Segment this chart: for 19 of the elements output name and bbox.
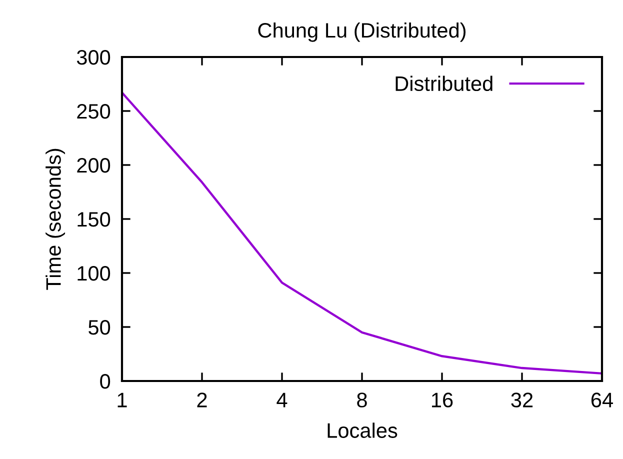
y-tick-label: 300 <box>76 50 110 65</box>
y-tick-label: 0 <box>100 374 110 389</box>
legend-label: Distributed <box>396 76 492 92</box>
x-axis-title: Locales <box>328 422 398 438</box>
line-series <box>122 92 602 375</box>
x-tick-label: 64 <box>591 392 613 408</box>
y-axis-title: Time (seconds) <box>46 148 66 290</box>
y-tick-label: 200 <box>77 158 110 173</box>
y-tick-label: 250 <box>77 104 110 119</box>
y-tick-label: 150 <box>78 212 110 227</box>
x-tick-label: 4 <box>276 392 288 408</box>
x-tick-label: 1 <box>118 392 127 408</box>
x-tick-label: 2 <box>197 392 207 408</box>
chart-title: Chung Lu (Distributed) <box>258 22 466 42</box>
x-tick-label: 32 <box>511 392 533 408</box>
y-tick-label: 50 <box>88 320 110 335</box>
x-tick-label: 8 <box>357 392 367 408</box>
y-tick-label: 100 <box>78 266 110 281</box>
x-tick-label: 16 <box>432 392 453 408</box>
